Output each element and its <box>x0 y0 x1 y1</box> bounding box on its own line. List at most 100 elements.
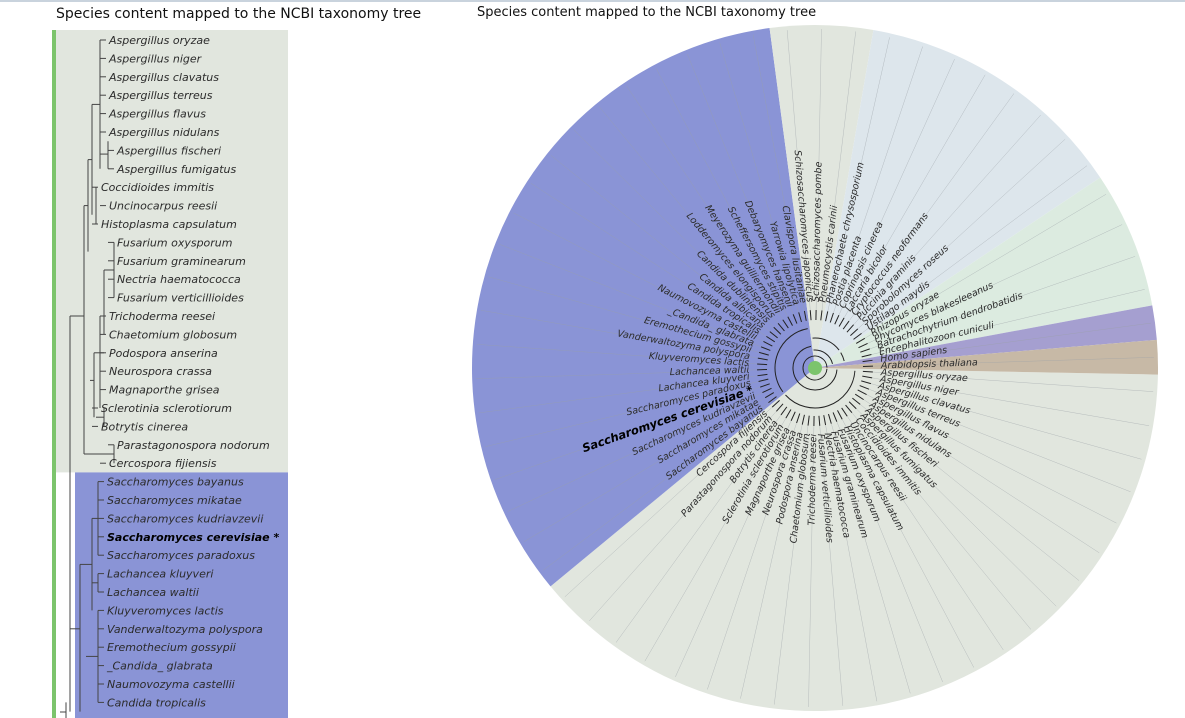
radial-leaf-branch <box>757 363 768 366</box>
left-panel-title: Species content mapped to the NCBI taxon… <box>56 6 422 22</box>
radial-leaf-branch <box>832 412 838 422</box>
leaf-spoke <box>819 425 844 706</box>
top-divider <box>0 0 1185 2</box>
leaf-label: Eremothecium gossypii <box>107 641 236 654</box>
radial-leaf-branch <box>861 354 872 358</box>
leaf-label: Saccharomyces kudriavzevii <box>107 512 263 525</box>
internal-arc <box>785 370 856 409</box>
radial-leaf-branch <box>766 335 776 343</box>
leaf-label: Lachancea kluyveri <box>107 568 213 581</box>
leaf-spoke <box>644 418 787 662</box>
internal-arc <box>792 345 838 391</box>
sector-pezizomycotina-clade <box>550 368 1158 712</box>
leaf-spoke <box>821 31 856 311</box>
leaf-spoke <box>598 106 779 324</box>
sector-yeast-clade <box>471 28 815 587</box>
leaf-label: Chaetomium globosum <box>109 328 237 341</box>
leaf-spoke <box>530 182 767 337</box>
radial-leaf-branch <box>758 378 769 382</box>
leaf-label: Aspergillus fischeri <box>116 144 221 157</box>
radial-leaf-branch <box>773 326 782 335</box>
leaf-label: Aspergillus niger <box>108 52 203 65</box>
radial-leaf-label: Trichoderma reesei <box>806 434 819 526</box>
leaf-spoke <box>841 419 975 668</box>
radial-leaf-branch <box>780 406 788 416</box>
leaf-spoke <box>853 114 1041 325</box>
radial-leaf-branch <box>858 343 868 349</box>
radial-leaf-branch <box>782 319 789 329</box>
leaf-label: Aspergillus nidulans <box>108 126 220 139</box>
leaf-spoke <box>478 375 758 414</box>
leaf-spoke <box>564 406 773 597</box>
leaf-spoke <box>808 425 815 707</box>
radial-leaf-branch <box>796 413 801 424</box>
rectangular-tree: Aspergillus oryzae Aspergillus niger Asper… <box>52 30 288 718</box>
leaf-spoke <box>707 422 797 690</box>
radial-leaf-branch <box>860 348 870 353</box>
leaf-label: Saccharomyces mikatae <box>107 494 242 507</box>
radial-leaf-branch <box>768 396 777 404</box>
radial-leaf-branch <box>801 414 805 425</box>
radial-leaf-branch <box>825 311 829 322</box>
radial-leaf-branch <box>857 389 867 395</box>
leaf-spoke <box>870 383 1142 460</box>
leaf-spoke <box>831 423 911 694</box>
radial-leaf-label: Schizosaccharomyces pombe <box>811 161 825 302</box>
leaf-label: Aspergillus fumigatus <box>116 163 237 176</box>
internal-arc <box>774 328 808 393</box>
leaf-spoke <box>499 243 762 348</box>
radial-leaf-branch <box>834 314 840 325</box>
radial-leaf-branch <box>845 404 853 414</box>
leaf-spoke <box>513 212 764 342</box>
leaf-spoke <box>542 402 769 571</box>
leaf-spoke <box>550 155 770 332</box>
radial-leaf-branch <box>862 375 873 379</box>
leaf-spoke <box>523 397 766 542</box>
leaf-label: Fusarium graminearum <box>117 255 246 268</box>
radial-leaf-branch <box>852 397 861 405</box>
radial-leaf-branch <box>837 410 843 420</box>
leaf-label: Magnaporthe grisea <box>109 384 220 397</box>
leaf-spoke <box>476 369 758 379</box>
leaf-spoke <box>871 289 1145 355</box>
leaf-label: Saccharomyces bayanus <box>107 476 244 489</box>
leaf-label: Parastagonospora nodorum <box>117 439 270 452</box>
leaf-spoke <box>589 411 777 622</box>
sector-plant <box>815 339 1158 375</box>
leaf-label: Saccharomyces cerevisiae * <box>107 531 279 544</box>
radial-leaf-branch <box>842 320 850 330</box>
leaf-spoke <box>860 404 1080 581</box>
leaf-spoke <box>719 42 799 313</box>
radial-leaf-branch <box>828 413 832 424</box>
leaf-spoke <box>494 386 761 480</box>
leaf-spoke <box>863 399 1100 554</box>
leaf-spoke <box>866 394 1117 524</box>
leaf-label: Fusarium verticillioides <box>117 292 244 305</box>
leaf-spoke <box>573 129 774 328</box>
leaf-label: Coccidioides immitis <box>101 181 214 194</box>
leaf-spoke <box>847 416 1004 651</box>
leaf-label: Botrytis cinerea <box>101 420 188 433</box>
clade-band-blue <box>75 472 288 718</box>
leaf-label: Candida tropicalis <box>107 696 206 709</box>
sector-fission-yeast-clade <box>769 24 874 368</box>
leaf-spoke <box>740 424 803 699</box>
leaf-spoke <box>856 408 1057 607</box>
leaf-label: Naumovozyma castellii <box>107 678 235 691</box>
radial-leaf-branch <box>848 401 857 410</box>
leaf-spoke <box>626 85 783 320</box>
radial-leaf-branch <box>762 387 772 393</box>
radial-leaf-branch <box>803 310 807 321</box>
leaf-label: Sclerotinia sclerotiorum <box>101 402 232 415</box>
leaf-label: Neurospora crassa <box>109 365 212 378</box>
radial-leaf-branch <box>771 400 780 408</box>
leaf-label: Cercospora fijiensis <box>109 457 217 470</box>
leaf-spoke <box>869 256 1136 350</box>
radial-leaf-branch <box>757 373 768 377</box>
radial-leaf-label: Arabidopsis thaliana <box>880 357 978 371</box>
sector-basidiomycete-clade <box>815 30 1101 369</box>
radial-leaf-branch <box>854 393 864 401</box>
leaf-spoke <box>857 139 1066 330</box>
leaf-label: Uncinocarpus reesii <box>109 200 217 213</box>
